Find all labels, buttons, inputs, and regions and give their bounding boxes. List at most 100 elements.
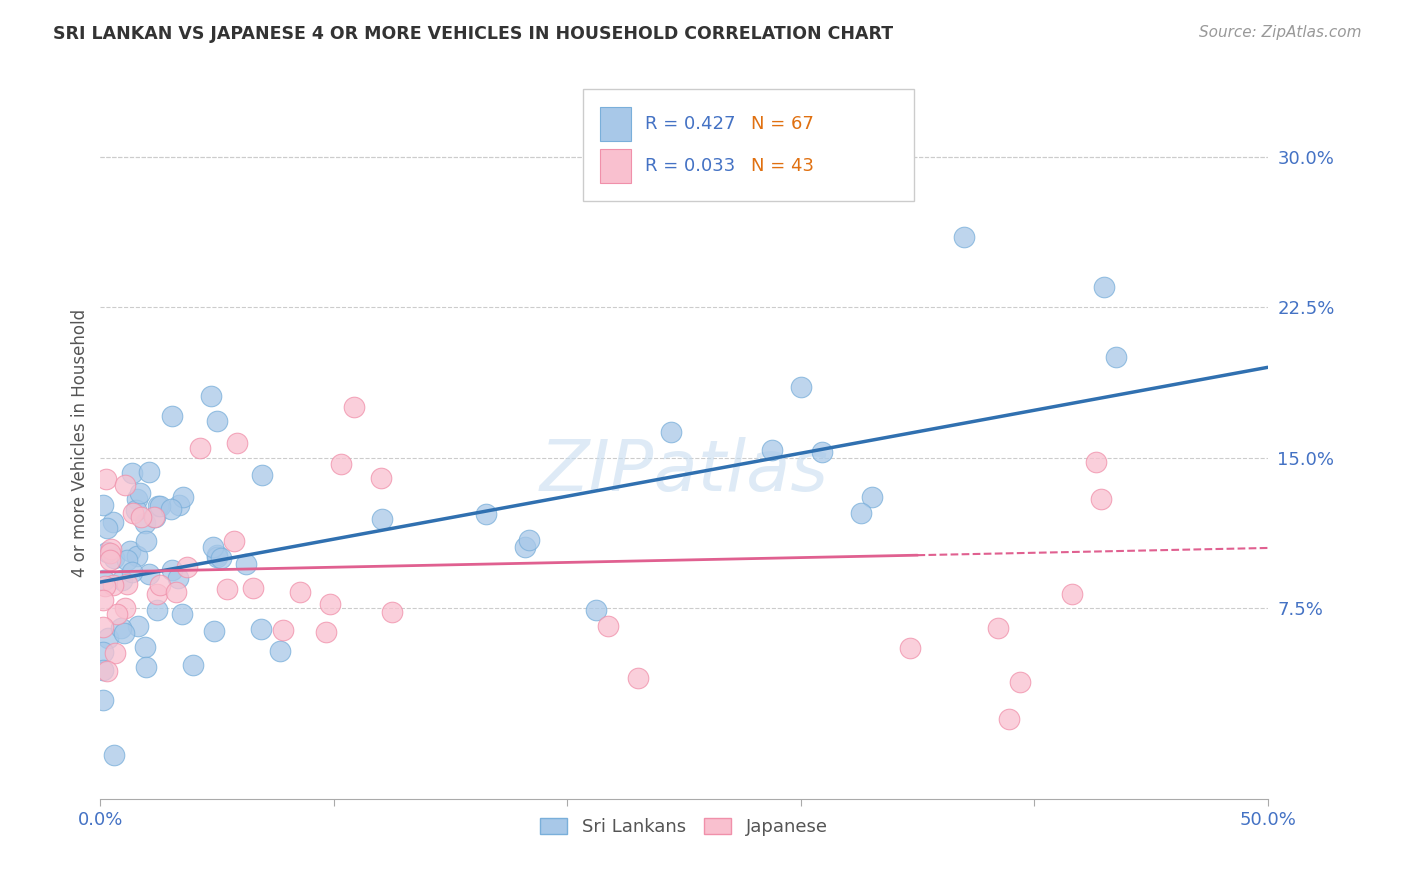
Point xyxy=(149,578,172,592)
Point xyxy=(121,566,143,580)
Point xyxy=(143,509,166,524)
Point xyxy=(96,521,118,535)
Point xyxy=(121,467,143,481)
Point xyxy=(659,425,682,440)
Text: R = 0.033: R = 0.033 xyxy=(645,157,735,175)
Point xyxy=(103,550,125,565)
Point xyxy=(1062,586,1084,600)
Point xyxy=(149,499,172,513)
Point xyxy=(1090,491,1112,506)
Point xyxy=(91,645,114,659)
Point xyxy=(134,640,156,654)
Point xyxy=(202,624,225,639)
Point xyxy=(1008,675,1031,690)
Point xyxy=(343,401,366,415)
Point xyxy=(172,490,194,504)
Point xyxy=(330,458,353,472)
Point xyxy=(96,545,118,559)
Point xyxy=(110,621,132,635)
Point xyxy=(475,507,498,521)
Point xyxy=(225,435,247,450)
Point xyxy=(319,597,342,611)
Point xyxy=(162,563,184,577)
Point xyxy=(122,507,145,521)
Point xyxy=(370,471,392,485)
Point xyxy=(146,587,169,601)
Point xyxy=(97,631,120,645)
Point xyxy=(169,498,191,512)
Point xyxy=(596,619,619,633)
Point xyxy=(273,624,295,638)
Point xyxy=(211,550,233,565)
Point xyxy=(200,389,222,403)
Point xyxy=(761,442,783,457)
Point xyxy=(172,607,194,622)
Legend: Sri Lankans, Japanese: Sri Lankans, Japanese xyxy=(533,811,835,843)
Point xyxy=(91,498,114,512)
Point xyxy=(1085,455,1108,469)
Point xyxy=(91,620,114,634)
Point xyxy=(201,540,224,554)
Point xyxy=(138,567,160,582)
Text: N = 67: N = 67 xyxy=(751,115,814,133)
Point xyxy=(517,533,540,547)
Point xyxy=(207,548,229,562)
Point xyxy=(778,153,800,168)
Point xyxy=(129,510,152,524)
Point xyxy=(114,478,136,492)
Text: SRI LANKAN VS JAPANESE 4 OR MORE VEHICLES IN HOUSEHOLD CORRELATION CHART: SRI LANKAN VS JAPANESE 4 OR MORE VEHICLE… xyxy=(53,25,894,43)
Point xyxy=(94,579,117,593)
Point xyxy=(1092,280,1115,294)
Point xyxy=(101,515,124,529)
Point xyxy=(114,601,136,615)
Point xyxy=(101,578,124,592)
Y-axis label: 4 or more Vehicles in Household: 4 or more Vehicles in Household xyxy=(72,309,89,576)
Point xyxy=(235,557,257,571)
Point xyxy=(98,546,121,560)
Point xyxy=(166,571,188,585)
Point xyxy=(93,573,115,587)
Point xyxy=(205,414,228,428)
Point xyxy=(159,501,181,516)
Point xyxy=(790,380,813,394)
Point xyxy=(997,712,1019,726)
Point xyxy=(288,585,311,599)
Point xyxy=(215,582,238,596)
Point xyxy=(115,553,138,567)
Point xyxy=(811,445,834,459)
Text: R = 0.427: R = 0.427 xyxy=(645,115,735,133)
Point xyxy=(371,511,394,525)
Point xyxy=(181,657,204,672)
Point xyxy=(129,486,152,500)
Point xyxy=(222,533,245,548)
Point xyxy=(115,577,138,591)
Point xyxy=(987,621,1010,635)
Point xyxy=(585,603,607,617)
Point xyxy=(105,607,128,622)
Point xyxy=(134,516,156,530)
Text: Source: ZipAtlas.com: Source: ZipAtlas.com xyxy=(1198,25,1361,40)
Point xyxy=(112,626,135,640)
Point xyxy=(143,509,166,524)
Point xyxy=(127,491,149,506)
Point xyxy=(94,472,117,486)
Point xyxy=(176,560,198,574)
Point xyxy=(98,553,121,567)
Point xyxy=(96,664,118,678)
Point xyxy=(125,503,148,517)
Point xyxy=(269,644,291,658)
Point xyxy=(851,506,873,520)
Point xyxy=(242,581,264,595)
Point xyxy=(91,663,114,677)
Point xyxy=(627,672,650,686)
Point xyxy=(513,540,536,554)
Point xyxy=(146,603,169,617)
Point xyxy=(135,533,157,548)
Point xyxy=(160,409,183,423)
Point xyxy=(111,573,134,587)
Text: N = 43: N = 43 xyxy=(751,157,814,175)
Point xyxy=(249,622,271,636)
Point xyxy=(207,549,229,564)
Point xyxy=(103,748,125,763)
Point xyxy=(91,693,114,707)
